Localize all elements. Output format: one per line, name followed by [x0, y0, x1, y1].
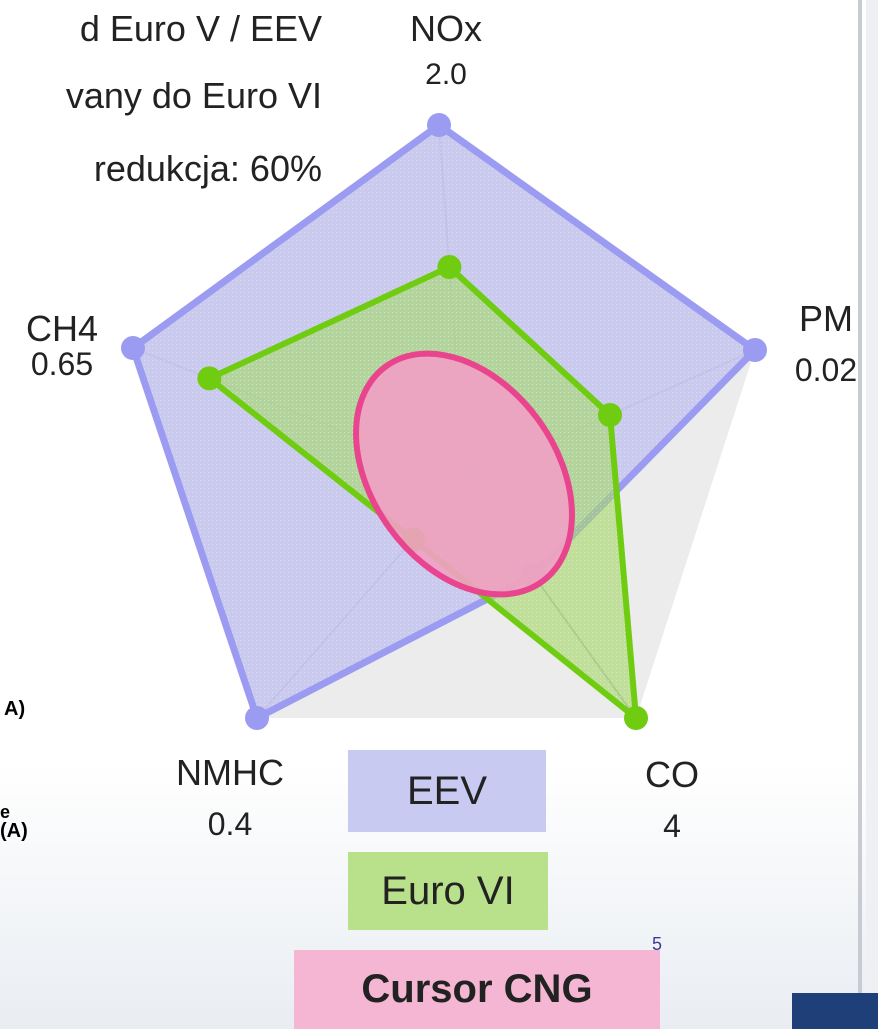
series-point-euro-vi-nox	[437, 255, 462, 279]
side-note-red: A)	[4, 698, 26, 720]
side-note-green-2: (A)	[0, 820, 28, 842]
axis-label-ch4: CH4	[25, 308, 99, 349]
footer-nav-block	[792, 993, 878, 1029]
series-point-euro-vi-pm	[598, 403, 622, 427]
right-edge-panel	[866, 0, 878, 1029]
page-number: 5	[652, 934, 663, 954]
axis-label-pm: PM	[799, 298, 853, 339]
right-edge-stripe	[858, 0, 862, 1029]
legend-euro-vi: Euro VI	[348, 852, 548, 930]
axis-label-co: CO	[645, 754, 699, 795]
series-point-euro-vi-co	[624, 706, 648, 730]
legend-eev-label: EEV	[406, 768, 488, 813]
legend-cursor-cng-label: Cursor CNG	[361, 967, 593, 1011]
axis-limit-nox: 2.0	[425, 58, 467, 91]
legend-euro-vi-label: Euro VI	[381, 868, 515, 913]
intro-line-1: d Euro V / EEV	[79, 8, 322, 49]
intro-line-2: vany do Euro VI	[65, 75, 322, 116]
series-point-eev-nox	[427, 113, 451, 137]
axis-limit-pm: 0.02	[794, 352, 858, 388]
axis-limit-co: 4	[663, 808, 681, 844]
series-point-eev-nmhc	[245, 706, 269, 730]
series-point-euro-vi-ch4	[197, 366, 222, 391]
axis-limit-nmhc: 0.4	[207, 806, 253, 842]
intro-line-3: redukcja: 60%	[93, 148, 322, 189]
axis-label-nox: NOx	[410, 8, 482, 49]
axis-label-nmhc: NMHC	[176, 752, 284, 793]
series-point-eev-ch4	[121, 336, 145, 360]
axis-limit-ch4: 0.65	[30, 346, 94, 382]
series-line-eev	[129, 121, 759, 722]
series-line-euro-vi	[206, 264, 639, 721]
side-note-green-1: e	[0, 802, 11, 822]
legend-cursor-cng: Cursor CNG	[294, 950, 660, 1029]
legend-eev: EEV	[348, 750, 546, 832]
series-point-eev-pm	[743, 338, 767, 362]
series-area-cursor-cng	[353, 350, 575, 598]
